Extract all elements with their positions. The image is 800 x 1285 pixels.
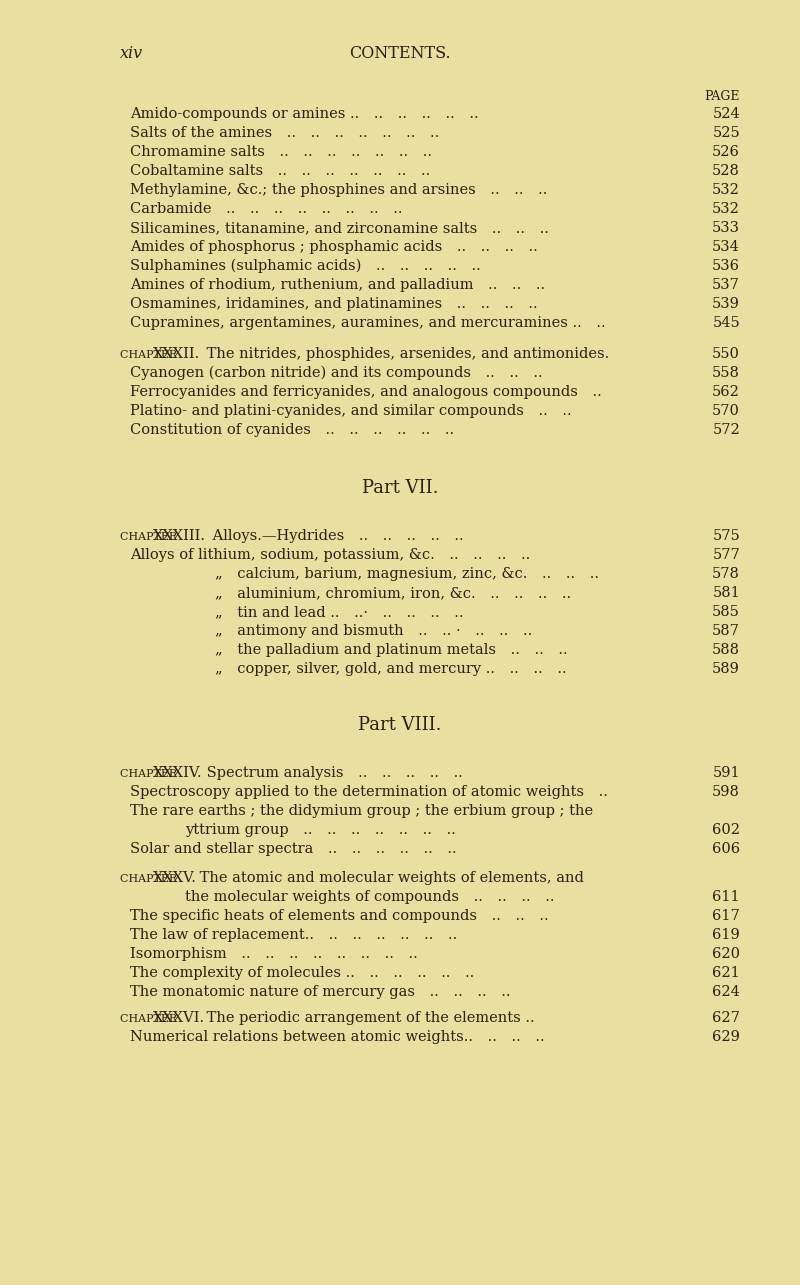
Text: Solar and stellar spectra .. .. .. .. .. ..: Solar and stellar spectra .. .. .. .. ..… [130,842,457,856]
Text: 620: 620 [712,947,740,961]
Text: Cyanogen (carbon nitride) and its compounds .. .. ..: Cyanogen (carbon nitride) and its compou… [130,366,542,380]
Text: „ the palladium and platinum metals .. .. ..: „ the palladium and platinum metals .. .… [215,642,568,657]
Text: Numerical relations between atomic weights.. .. .. ..: Numerical relations between atomic weigh… [130,1031,545,1043]
Text: Cupramines, argentamines, auramines, and mercuramines .. ..: Cupramines, argentamines, auramines, and… [130,316,606,330]
Text: Chromamine salts .. .. .. .. .. .. ..: Chromamine salts .. .. .. .. .. .. .. [130,145,432,159]
Text: The nitrides, phosphides, arsenides, and antimonides.: The nitrides, phosphides, arsenides, and… [192,347,609,361]
Text: 575: 575 [712,529,740,544]
Text: „ calcium, barium, magnesium, zinc, &c. .. .. ..: „ calcium, barium, magnesium, zinc, &c. … [215,567,599,581]
Text: Part VII.: Part VII. [362,479,438,497]
Text: The periodic arrangement of the elements ..: The periodic arrangement of the elements… [192,1011,534,1025]
Text: The specific heats of elements and compounds .. .. ..: The specific heats of elements and compo… [130,908,549,923]
Text: CHAPTER: CHAPTER [120,1014,181,1024]
Text: The atomic and molecular weights of elements, and: The atomic and molecular weights of elem… [186,871,584,885]
Text: 581: 581 [712,586,740,600]
Text: 526: 526 [712,145,740,159]
Text: XXXIV.: XXXIV. [153,766,202,780]
Text: 591: 591 [712,766,740,780]
Text: Isomorphism .. .. .. .. .. .. .. ..: Isomorphism .. .. .. .. .. .. .. .. [130,947,418,961]
Text: 611: 611 [712,891,740,905]
Text: „ tin and lead .. ..· .. .. .. ..: „ tin and lead .. ..· .. .. .. .. [215,605,463,619]
Text: The complexity of molecules .. .. .. .. .. ..: The complexity of molecules .. .. .. .. … [130,966,474,980]
Text: Osmamines, iridamines, and platinamines .. .. .. ..: Osmamines, iridamines, and platinamines … [130,297,538,311]
Text: 629: 629 [712,1031,740,1043]
Text: 587: 587 [712,625,740,637]
Text: yttrium group .. .. .. .. .. .. ..: yttrium group .. .. .. .. .. .. .. [185,822,456,837]
Text: 570: 570 [712,403,740,418]
Text: CONTENTS.: CONTENTS. [349,45,451,62]
Text: 578: 578 [712,567,740,581]
Text: 621: 621 [712,966,740,980]
Text: XXXIII.: XXXIII. [153,529,206,544]
Text: 558: 558 [712,366,740,380]
Text: Salts of the amines .. .. .. .. .. .. ..: Salts of the amines .. .. .. .. .. .. .. [130,126,439,140]
Text: XXXV.: XXXV. [153,871,197,885]
Text: 585: 585 [712,605,740,619]
Text: 572: 572 [712,423,740,437]
Text: 562: 562 [712,386,740,400]
Text: xiv: xiv [120,45,143,62]
Text: Sulphamines (sulphamic acids) .. .. .. .. ..: Sulphamines (sulphamic acids) .. .. .. .… [130,258,481,272]
Text: 532: 532 [712,202,740,216]
Text: 524: 524 [712,107,740,121]
Text: „ aluminium, chromium, iron, &c. .. .. .. ..: „ aluminium, chromium, iron, &c. .. .. .… [215,586,571,600]
Text: „ copper, silver, gold, and mercury .. .. .. ..: „ copper, silver, gold, and mercury .. .… [215,662,566,676]
Text: CHAPTER: CHAPTER [120,532,181,542]
Text: 588: 588 [712,642,740,657]
Text: XXXVI.: XXXVI. [153,1011,205,1025]
Text: Carbamide .. .. .. .. .. .. .. ..: Carbamide .. .. .. .. .. .. .. .. [130,202,402,216]
Text: The law of replacement.. .. .. .. .. .. ..: The law of replacement.. .. .. .. .. .. … [130,928,458,942]
Text: Platino- and platini-cyanides, and similar compounds .. ..: Platino- and platini-cyanides, and simil… [130,403,572,418]
Text: 525: 525 [712,126,740,140]
Text: Amines of rhodium, ruthenium, and palladium .. .. ..: Amines of rhodium, ruthenium, and pallad… [130,278,545,292]
Text: 598: 598 [712,785,740,799]
Text: Constitution of cyanides .. .. .. .. .. ..: Constitution of cyanides .. .. .. .. .. … [130,423,454,437]
Text: 537: 537 [712,278,740,292]
Text: XXXII.: XXXII. [153,347,200,361]
Text: 550: 550 [712,347,740,361]
Text: 624: 624 [712,986,740,998]
Text: 532: 532 [712,182,740,197]
Text: Silicamines, titanamine, and zirconamine salts .. .. ..: Silicamines, titanamine, and zirconamine… [130,221,549,235]
Text: 619: 619 [712,928,740,942]
Text: 589: 589 [712,662,740,676]
Text: 602: 602 [712,822,740,837]
Text: 528: 528 [712,164,740,179]
Text: 606: 606 [712,842,740,856]
Text: „ antimony and bismuth .. .. · .. .. ..: „ antimony and bismuth .. .. · .. .. .. [215,625,532,637]
Text: Part VIII.: Part VIII. [358,716,442,734]
Text: Spectroscopy applied to the determination of atomic weights ..: Spectroscopy applied to the determinatio… [130,785,608,799]
Text: The rare earths ; the didymium group ; the erbium group ; the: The rare earths ; the didymium group ; t… [130,804,593,819]
Text: Cobaltamine salts .. .. .. .. .. .. ..: Cobaltamine salts .. .. .. .. .. .. .. [130,164,430,179]
Text: Alloys of lithium, sodium, potassium, &c. .. .. .. ..: Alloys of lithium, sodium, potassium, &c… [130,547,530,562]
Text: Amides of phosphorus ; phosphamic acids .. .. .. ..: Amides of phosphorus ; phosphamic acids … [130,240,538,254]
Text: 536: 536 [712,260,740,272]
Text: Methylamine, &c.; the phosphines and arsines .. .. ..: Methylamine, &c.; the phosphines and ars… [130,182,547,197]
Text: 545: 545 [712,316,740,330]
Text: The monatomic nature of mercury gas .. .. .. ..: The monatomic nature of mercury gas .. .… [130,986,510,998]
Text: 577: 577 [712,547,740,562]
Text: Ferrocyanides and ferricyanides, and analogous compounds ..: Ferrocyanides and ferricyanides, and ana… [130,386,602,400]
Text: Spectrum analysis .. .. .. .. ..: Spectrum analysis .. .. .. .. .. [192,766,462,780]
Text: CHAPTER: CHAPTER [120,350,181,360]
Text: 534: 534 [712,240,740,254]
Text: Amido-compounds or amines .. .. .. .. .. ..: Amido-compounds or amines .. .. .. .. ..… [130,107,478,121]
Text: PAGE: PAGE [705,90,740,103]
Text: 533: 533 [712,221,740,235]
Text: 539: 539 [712,297,740,311]
Text: CHAPTER: CHAPTER [120,768,181,779]
Text: the molecular weights of compounds .. .. .. ..: the molecular weights of compounds .. ..… [185,891,554,905]
Text: 627: 627 [712,1011,740,1025]
Text: CHAPTER: CHAPTER [120,874,181,884]
Text: Alloys.—Hydrides .. .. .. .. ..: Alloys.—Hydrides .. .. .. .. .. [198,529,464,544]
Text: 617: 617 [712,908,740,923]
